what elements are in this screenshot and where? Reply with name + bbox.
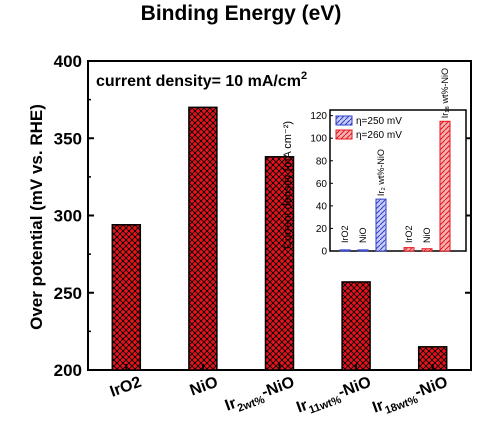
inset-bar	[403, 247, 415, 252]
y-axis-label: Over potential (mV vs. RHE)	[27, 104, 46, 330]
inset-bar	[357, 249, 369, 252]
inset-bar	[375, 198, 387, 252]
x-tick-label: Ir2wt%-NiO	[223, 374, 298, 419]
inset-y-tick-label: 0	[321, 247, 327, 258]
inset-legend-label: η=250 mV	[356, 116, 402, 127]
inset-y-tick-group: 0 20 40 60 80 100 120	[310, 111, 333, 258]
inset-legend-swatch	[335, 129, 353, 140]
x-tick-label-tail: -NiO	[336, 374, 374, 402]
bar	[264, 156, 295, 371]
y-tick-label: 400	[54, 52, 82, 71]
y-tick-label: 300	[54, 207, 82, 226]
x-tick-label-main: NiO	[188, 374, 221, 400]
x-tick-label-tail: -NiO	[259, 374, 297, 402]
x-tick-label-main: IrO2	[108, 374, 144, 401]
inset-bar	[421, 248, 433, 252]
inset-y-tick-label: 80	[316, 156, 328, 167]
x-tick-label: IrO2	[108, 374, 144, 401]
x-tick-label-sub: 11wt%	[307, 394, 343, 417]
x-tick-label: Ir11wt%-NiO	[294, 374, 375, 420]
inset-bar-label: Ir₂ wt%-NiO	[376, 149, 386, 196]
y-tick-label: 350	[54, 129, 82, 148]
inset-bar-label: NiO	[358, 228, 368, 244]
inset-legend-label: η=260 mV	[356, 130, 402, 141]
y-tick-label: 250	[54, 284, 82, 303]
current-density-annotation: current density= 10 mA/cm2	[96, 70, 307, 90]
inset-y-tick-label: 20	[316, 224, 328, 235]
x-tick-label-sub: 2wt%	[236, 394, 267, 415]
chart-title: Binding Energy (eV)	[141, 2, 342, 25]
bar	[341, 281, 371, 371]
bar	[111, 224, 142, 371]
bar-group	[111, 106, 448, 371]
inset-bar-label: NiO	[422, 228, 432, 244]
inset-y-axis-label: Current density (mA cm⁻²)	[282, 121, 294, 249]
x-tick-label: Ir18wt%-NiO	[370, 374, 451, 421]
x-tick-label-tail: -NiO	[413, 374, 451, 402]
x-tick-label: NiO	[188, 374, 221, 400]
y-tick-label: 200	[54, 361, 82, 380]
inset-bar-group: IrO2 NiO Ir₂ wt%-NiO IrO2 NiO Ir₁₈ wt%-NiO	[339, 68, 451, 252]
annotation-text: current density= 10 mA/cm	[96, 73, 301, 90]
inset-y-tick-label: 100	[310, 134, 327, 145]
inset-legend: η=250 mV η=260 mV	[335, 115, 402, 141]
inset-y-tick-label: 40	[316, 201, 328, 212]
inset-bar	[339, 249, 351, 252]
x-tick-label-sub: 18wt%	[383, 394, 419, 417]
inset-y-tick-label: 120	[310, 111, 327, 122]
inset-chart: Current density (mA cm⁻²) 0 20 40 60 80 100 12…	[282, 68, 467, 258]
annotation-superscript: 2	[301, 70, 307, 82]
bar	[188, 106, 218, 371]
inset-y-tick-label: 60	[316, 179, 328, 190]
inset-bar-label: IrO2	[404, 225, 414, 243]
inset-bar	[439, 120, 451, 252]
inset-legend-swatch	[335, 115, 353, 126]
inset-bar-label: Ir₁₈ wt%-NiO	[440, 68, 450, 118]
inset-bar-label: IrO2	[340, 225, 350, 243]
